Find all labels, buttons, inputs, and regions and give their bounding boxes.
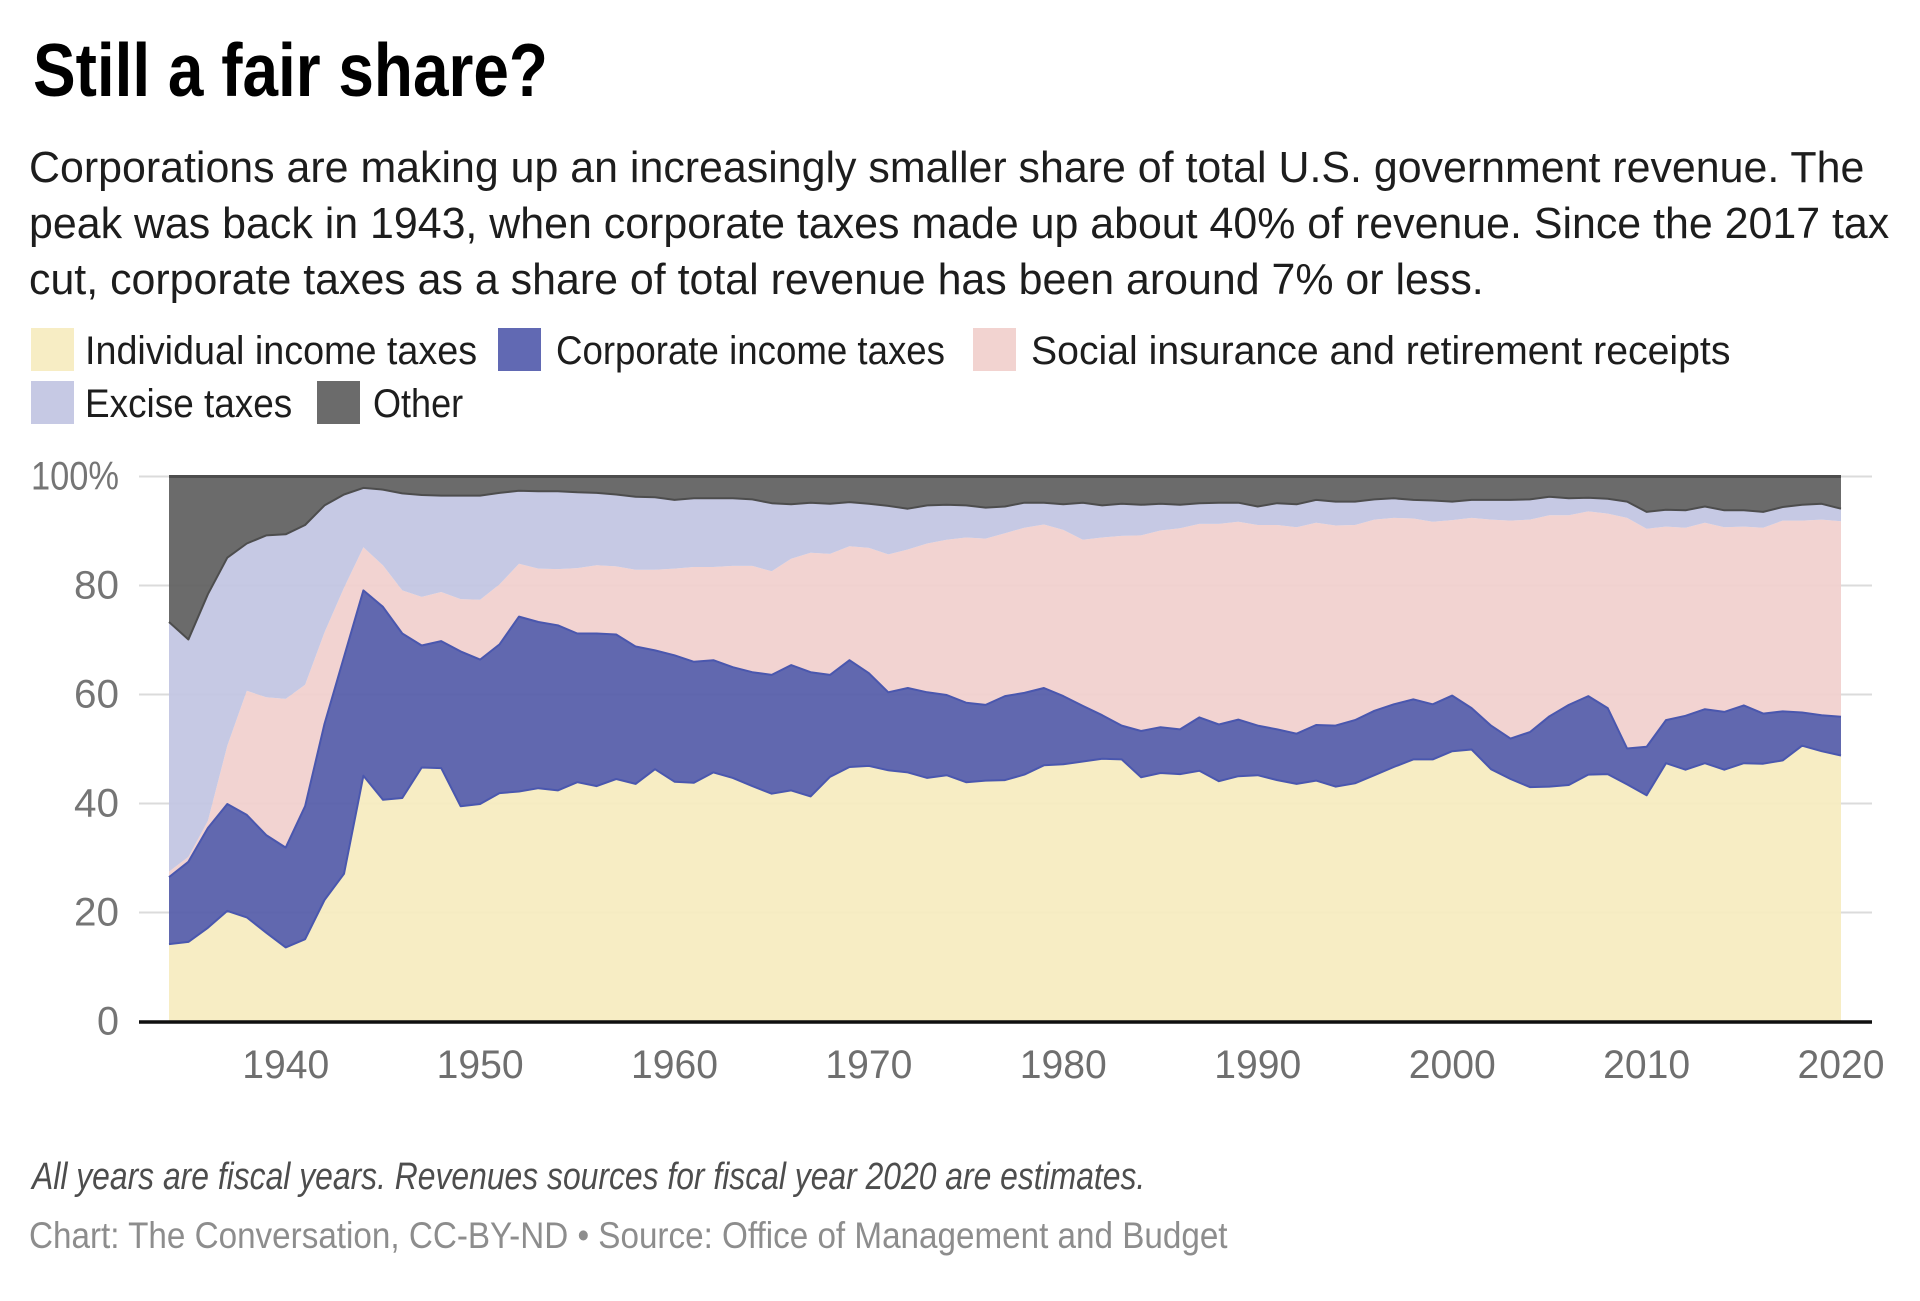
svg-text:1970: 1970 bbox=[825, 1043, 912, 1087]
svg-text:80: 80 bbox=[74, 564, 119, 608]
svg-text:60: 60 bbox=[74, 673, 119, 717]
svg-text:1960: 1960 bbox=[631, 1043, 718, 1087]
svg-text:1980: 1980 bbox=[1020, 1043, 1107, 1087]
svg-text:2000: 2000 bbox=[1409, 1043, 1496, 1087]
svg-text:2010: 2010 bbox=[1603, 1043, 1690, 1087]
svg-text:1990: 1990 bbox=[1214, 1043, 1301, 1087]
svg-text:40: 40 bbox=[74, 782, 119, 826]
svg-text:1950: 1950 bbox=[437, 1043, 524, 1087]
svg-text:0: 0 bbox=[97, 1000, 119, 1044]
svg-text:1940: 1940 bbox=[242, 1043, 329, 1087]
svg-text:20: 20 bbox=[74, 891, 119, 935]
svg-text:2020: 2020 bbox=[1798, 1043, 1885, 1087]
svg-text:100%: 100% bbox=[31, 455, 119, 499]
